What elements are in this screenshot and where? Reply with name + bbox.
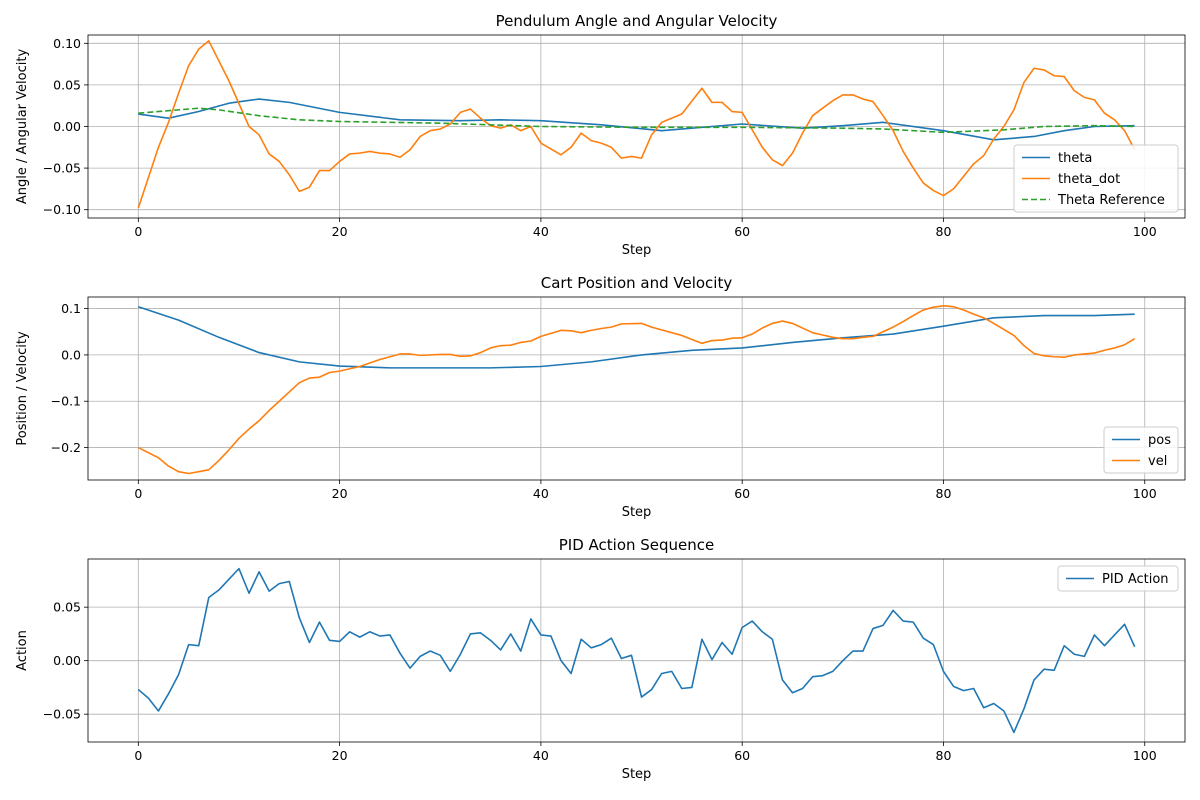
chart-panel-2: 0 20 40 60 80 100 −0.2 −0.1 0.0 0.1 Cart Position …	[15, 274, 1186, 520]
y-tick-label: 0.00	[53, 119, 81, 134]
x-axis-label: Step	[622, 243, 652, 258]
y-tick-label: −0.10	[43, 202, 81, 217]
x-axis-label: Step	[622, 767, 652, 782]
legend-label: Theta Reference	[1057, 193, 1165, 208]
legend-box	[1013, 144, 1179, 213]
legend-box	[1103, 426, 1179, 474]
plot-frame	[87, 558, 1186, 743]
y-tick-label: −0.2	[51, 440, 81, 455]
y-tick-label: 0.05	[53, 600, 81, 615]
y-tick-label: 0.00	[53, 653, 81, 668]
series-line-pid-action	[137, 567, 1136, 734]
legend: theta theta_dot Theta Reference	[1013, 144, 1179, 213]
y-tick-label: 0.0	[61, 347, 81, 362]
x-tick-label: 60	[734, 486, 750, 501]
y-axis-label: Angle / Angular Velocity	[15, 49, 30, 205]
x-tick-label: 40	[533, 486, 549, 501]
y-axis-label: Action	[15, 630, 30, 671]
y-tick-label: 0.1	[61, 301, 81, 316]
x-tick-label: 0	[134, 224, 142, 239]
series-line-theta-reference	[138, 107, 1135, 134]
x-tick-label: 100	[1133, 224, 1157, 239]
series-line-theta-dot	[137, 40, 1136, 209]
x-tick-label: 80	[936, 224, 952, 239]
legend: PID Action	[1057, 565, 1179, 592]
x-tick-label: 20	[332, 748, 348, 763]
x-tick-label: 20	[332, 224, 348, 239]
plot-frame	[87, 296, 1186, 481]
x-axis-label: Step	[622, 505, 652, 520]
x-tick-label: 60	[734, 748, 750, 763]
x-tick-label: 60	[734, 224, 750, 239]
legend: pos vel	[1103, 426, 1179, 474]
legend-label: theta	[1058, 151, 1092, 166]
legend-label: theta_dot	[1058, 172, 1120, 187]
y-tick-label: −0.1	[51, 394, 81, 409]
x-tick-label: 0	[134, 748, 142, 763]
y-axis-label: Position / Velocity	[15, 331, 30, 446]
y-tick-label: 0.05	[53, 77, 81, 92]
legend-label: PID Action	[1102, 572, 1169, 587]
chart-panel-1: 0 20 40 60 80 100 −0.10 −0.05 0.00 0.05 0.10 Pendul…	[15, 12, 1186, 258]
x-tick-label: 80	[936, 748, 952, 763]
x-tick-label: 0	[134, 486, 142, 501]
x-tick-label: 100	[1133, 748, 1157, 763]
chart-title: Cart Position and Velocity	[541, 274, 733, 292]
y-tick-label: −0.05	[43, 707, 81, 722]
x-tick-label: 40	[533, 224, 549, 239]
chart-title: Pendulum Angle and Angular Velocity	[496, 12, 778, 30]
series-line-vel	[137, 305, 1136, 475]
series-line-theta	[138, 98, 1135, 141]
y-tick-label: −0.05	[43, 161, 81, 176]
legend-label: pos	[1148, 433, 1171, 448]
series-line-pos	[138, 305, 1135, 369]
legend-label: vel	[1148, 454, 1167, 469]
grid	[88, 297, 1185, 480]
y-tick-label: 0.10	[53, 36, 81, 51]
legend-box	[1057, 565, 1179, 592]
x-tick-label: 80	[936, 486, 952, 501]
x-tick-label: 100	[1133, 486, 1157, 501]
x-tick-label: 20	[332, 486, 348, 501]
x-tick-label: 40	[533, 748, 549, 763]
chart-title: PID Action Sequence	[559, 536, 715, 554]
chart-panel-3: 0 20 40 60 80 100 −0.05 0.00 0.05 PID Action Sequ…	[15, 536, 1186, 782]
